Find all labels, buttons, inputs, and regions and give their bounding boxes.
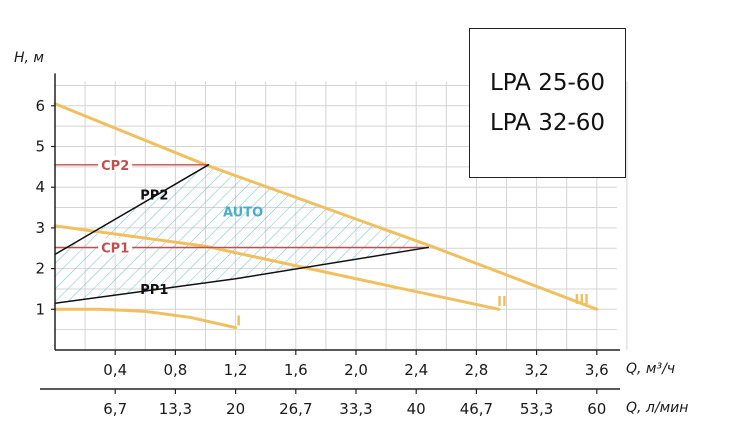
x2-tick-label: 60 [587, 400, 606, 418]
x-tick-label: 2,8 [464, 361, 488, 379]
curve-iii [53, 102, 599, 311]
x-tick-label: 1,2 [224, 361, 248, 379]
x2-tick-label: 46,7 [460, 400, 493, 418]
x2-tick-label: 33,3 [339, 400, 372, 418]
curve-label-pp2: PP2 [140, 189, 168, 204]
model-name-1: LPA 25-60 [489, 70, 606, 96]
x-tick-label: 3,6 [585, 361, 609, 379]
curve-pp2 [54, 164, 210, 256]
auto-region-hatch [55, 164, 429, 304]
curve-pp1 [54, 246, 429, 304]
x-tick-label: 1,6 [284, 361, 308, 379]
curve-label-iii: III [574, 293, 589, 308]
curve-label-cp1: CP1 [101, 241, 129, 256]
x-tick-label: 2,0 [344, 361, 368, 379]
x-tick-label: 2,4 [404, 361, 428, 379]
curve-label-cp2: CP2 [101, 159, 129, 174]
x2-tick-label: 26,7 [279, 400, 312, 418]
x-tick-label: 3,2 [525, 361, 549, 379]
x-tick-label: 0,8 [163, 361, 187, 379]
curve-label-ii: II [497, 295, 507, 310]
chart-curves [53, 102, 599, 330]
x-axis-title-flow-lmin: Q, л/мин [626, 400, 688, 416]
y-axis-title: H, м [14, 50, 44, 66]
x2-tick-label: 40 [407, 400, 426, 418]
x2-tick-label: 20 [226, 400, 245, 418]
x2-tick-label: 6,7 [103, 400, 127, 418]
x-tick-label: 0,4 [103, 361, 127, 379]
y-tick-label: 6 [35, 97, 45, 115]
curve-label-pp1: PP1 [140, 283, 168, 298]
chart-axes: 1 2 3 4 5 6 0,4 0,8 1,2 1,6 2,0 2,4 2,8 3,2 3,6 6,7 13,3… [35, 73, 620, 418]
y-tick-label: 5 [35, 138, 45, 156]
model-name-2: LPA 32-60 [489, 110, 606, 136]
y-tick-label: 2 [35, 260, 45, 278]
model-box: LPA 25-60 LPA 32-60 [469, 28, 626, 178]
y-tick-label: 3 [35, 219, 45, 237]
x2-tick-label: 13,3 [159, 400, 192, 418]
auto-region [55, 164, 429, 304]
curve-i [53, 307, 238, 330]
x-axis-title-flow-m3h: Q, м³/ч [626, 361, 675, 377]
y-tick-label: 1 [35, 300, 45, 318]
curve-ii [53, 224, 501, 311]
curve-label-i: I [236, 315, 241, 330]
x2-tick-label: 53,3 [520, 400, 553, 418]
label-bg [98, 238, 133, 255]
curve-label-auto: AUTO [223, 206, 263, 221]
y-tick-label: 4 [35, 178, 45, 196]
label-bg [98, 155, 133, 172]
